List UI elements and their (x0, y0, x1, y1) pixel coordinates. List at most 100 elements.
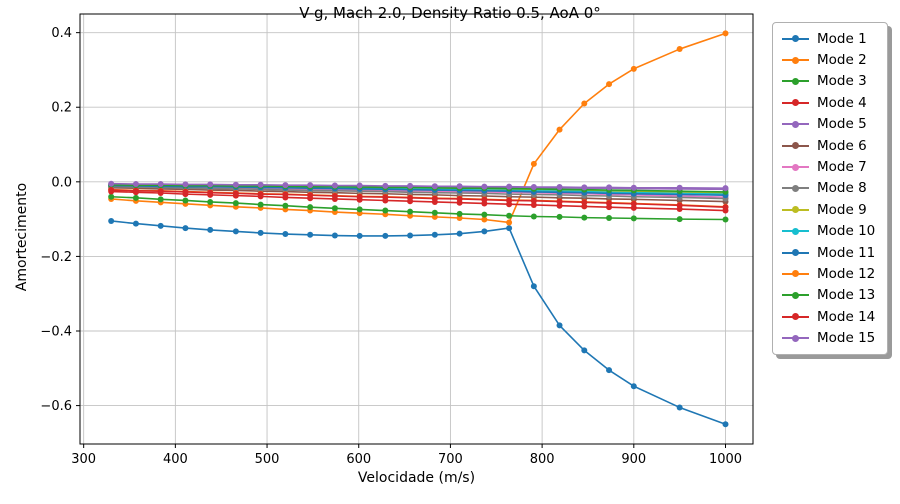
data-point (630, 204, 637, 211)
data-point (556, 213, 563, 220)
data-point (282, 231, 289, 238)
data-point (581, 199, 588, 206)
legend-line-marker-swatch (782, 291, 809, 300)
data-point (108, 217, 115, 224)
data-point (606, 367, 613, 374)
legend-item-mode-8: Mode 8 (782, 178, 879, 199)
data-point (157, 196, 164, 203)
x-axis-label: Velocidade (m/s) (357, 470, 476, 486)
legend-label: Mode 5 (817, 116, 867, 133)
legend-label: Mode 15 (817, 330, 876, 347)
data-point (530, 213, 537, 220)
data-point (356, 193, 363, 200)
legend-label: Mode 3 (817, 73, 867, 90)
data-point (506, 212, 513, 219)
series-line-mode-8 (111, 185, 726, 200)
data-point (108, 187, 115, 194)
data-point (506, 197, 513, 204)
data-point (630, 200, 637, 207)
data-point (356, 206, 363, 213)
data-point (722, 216, 729, 223)
legend-line-marker-swatch (782, 227, 809, 236)
data-point (257, 201, 264, 208)
plot-frame (79, 13, 754, 445)
legend-item-mode-11: Mode 11 (782, 242, 879, 263)
y-tick-label: 0.2 (51, 101, 72, 116)
legend-line-marker-swatch (782, 163, 809, 172)
data-point (307, 182, 314, 189)
data-point (307, 192, 314, 199)
legend-label: Mode 11 (817, 244, 876, 261)
data-point (456, 210, 463, 217)
series-line-mode-6 (111, 186, 726, 203)
data-point (676, 46, 683, 53)
y-tick-label: −0.2 (40, 250, 72, 265)
legend-label: Mode 10 (817, 223, 876, 240)
data-point (356, 182, 363, 189)
legend-line-marker-swatch (782, 141, 809, 150)
series-line-mode-11 (111, 184, 726, 197)
legend-label: Mode 13 (817, 287, 876, 304)
legend-item-mode-10: Mode 10 (782, 221, 879, 242)
data-point (207, 226, 214, 233)
legend-item-mode-6: Mode 6 (782, 135, 879, 156)
data-point (456, 183, 463, 190)
data-point (606, 200, 613, 207)
data-point (481, 216, 488, 223)
data-point (108, 193, 115, 200)
data-point (506, 183, 513, 190)
data-point (382, 182, 389, 189)
data-point (606, 81, 613, 88)
data-point (182, 188, 189, 195)
legend-line-marker-swatch (782, 120, 809, 129)
data-point (676, 404, 683, 411)
series-markers-mode-3 (108, 193, 729, 223)
legend-line-marker-swatch (782, 334, 809, 343)
series-line-mode-14 (111, 189, 726, 208)
data-point (257, 191, 264, 198)
data-point (257, 229, 264, 236)
legend-label: Mode 1 (817, 30, 867, 47)
data-point (407, 194, 414, 201)
data-point (431, 213, 438, 220)
data-point (431, 195, 438, 202)
data-point (456, 214, 463, 221)
y-tick-label: 0.0 (51, 175, 72, 190)
x-tick-label: 800 (530, 452, 555, 467)
data-point (556, 184, 563, 191)
data-point (407, 182, 414, 189)
data-point (556, 322, 563, 329)
data-point (481, 211, 488, 218)
data-point (182, 197, 189, 204)
series-markers-mode-1 (108, 217, 729, 428)
data-point (530, 201, 537, 208)
data-point (581, 214, 588, 221)
data-point (506, 225, 513, 232)
data-point (382, 207, 389, 214)
legend-item-mode-12: Mode 12 (782, 263, 879, 284)
x-tick-label: 500 (255, 452, 280, 467)
data-point (182, 181, 189, 188)
legend-item-mode-3: Mode 3 (782, 71, 879, 92)
legend-label: Mode 7 (817, 159, 867, 176)
data-point (232, 228, 239, 235)
legend-label: Mode 12 (817, 265, 876, 282)
data-point (382, 194, 389, 201)
data-point (257, 181, 264, 188)
data-point (630, 383, 637, 390)
legend: Mode 1 Mode 2 Mode 3 Mode 4 Mode 5 Mode 6 Mode… (772, 22, 888, 355)
data-point (282, 191, 289, 198)
legend-label: Mode 6 (817, 137, 867, 154)
data-point (556, 126, 563, 133)
data-point (331, 192, 338, 199)
y-tick-label: 0.4 (51, 26, 72, 41)
y-tick-label: −0.4 (40, 324, 72, 339)
data-point (282, 182, 289, 189)
data-point (530, 184, 537, 191)
data-point (132, 187, 139, 194)
data-point (207, 181, 214, 188)
data-point (132, 181, 139, 188)
legend-line-marker-swatch (782, 184, 809, 193)
